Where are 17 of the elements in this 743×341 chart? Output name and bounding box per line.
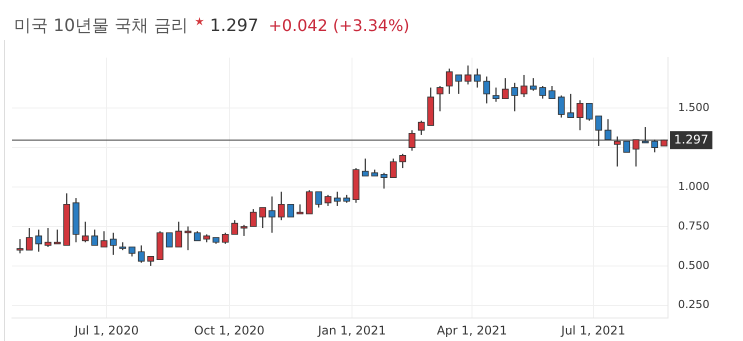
y-tick-label: 1.000 [678, 180, 710, 193]
x-tick-label: Jan 1, 2021 [316, 323, 386, 338]
x-tick-label: Apr 1, 2021 [436, 323, 508, 338]
x-tick-label: Oct 1, 2020 [194, 323, 265, 338]
x-tick-label: Jul 1, 2020 [74, 323, 139, 338]
y-tick-label: 1.500 [678, 100, 710, 114]
x-tick-label: Jul 1, 2021 [560, 323, 626, 338]
text: +0.042 (+3.34%) [268, 16, 410, 34]
candlestick [287, 204, 294, 218]
y-tick-label: 0.500 [678, 258, 710, 272]
text: 1.297 [210, 16, 259, 36]
y-tick-label: 0.750 [678, 219, 710, 232]
chart-title: 미국 10년물 국채 금리 [14, 15, 188, 37]
y-tick-label: 0.250 [678, 298, 710, 312]
ref-line-label: 1.297 [674, 132, 708, 146]
candlestick [623, 140, 630, 153]
candlestick [166, 232, 173, 248]
